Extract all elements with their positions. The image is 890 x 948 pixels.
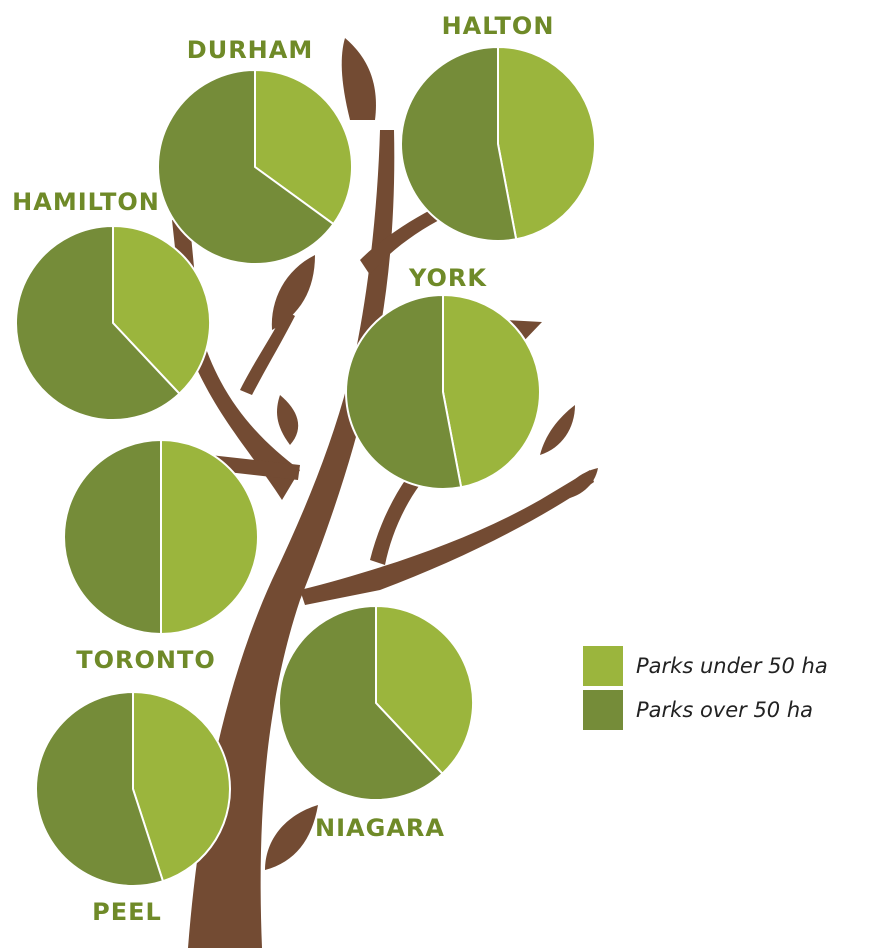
legend-swatch: [583, 690, 623, 730]
legend-label: Parks over 50 ha: [636, 698, 813, 722]
pie-title: PEEL: [92, 898, 162, 926]
pie-slice: [498, 47, 595, 239]
legend-label: Parks under 50 ha: [636, 654, 828, 678]
infographic: DURHAM HALTON HAMILTON YORK TORONTO NIAGARA PE…: [0, 0, 890, 948]
pies: DURHAM HALTON HAMILTON YORK TORONTO NIAGARA PE…: [12, 12, 595, 926]
legend-swatch: [583, 646, 623, 686]
pie-title: TORONTO: [76, 646, 216, 674]
pie-title: NIAGARA: [315, 814, 445, 842]
pie-title: YORK: [408, 264, 487, 292]
pie-title: HALTON: [442, 12, 555, 40]
pie-slice: [64, 440, 161, 634]
legend: Parks under 50 ha Parks over 50 ha: [583, 646, 828, 730]
pie-title: HAMILTON: [12, 188, 160, 216]
pie-slice: [401, 47, 516, 241]
pie-title: DURHAM: [187, 36, 313, 64]
